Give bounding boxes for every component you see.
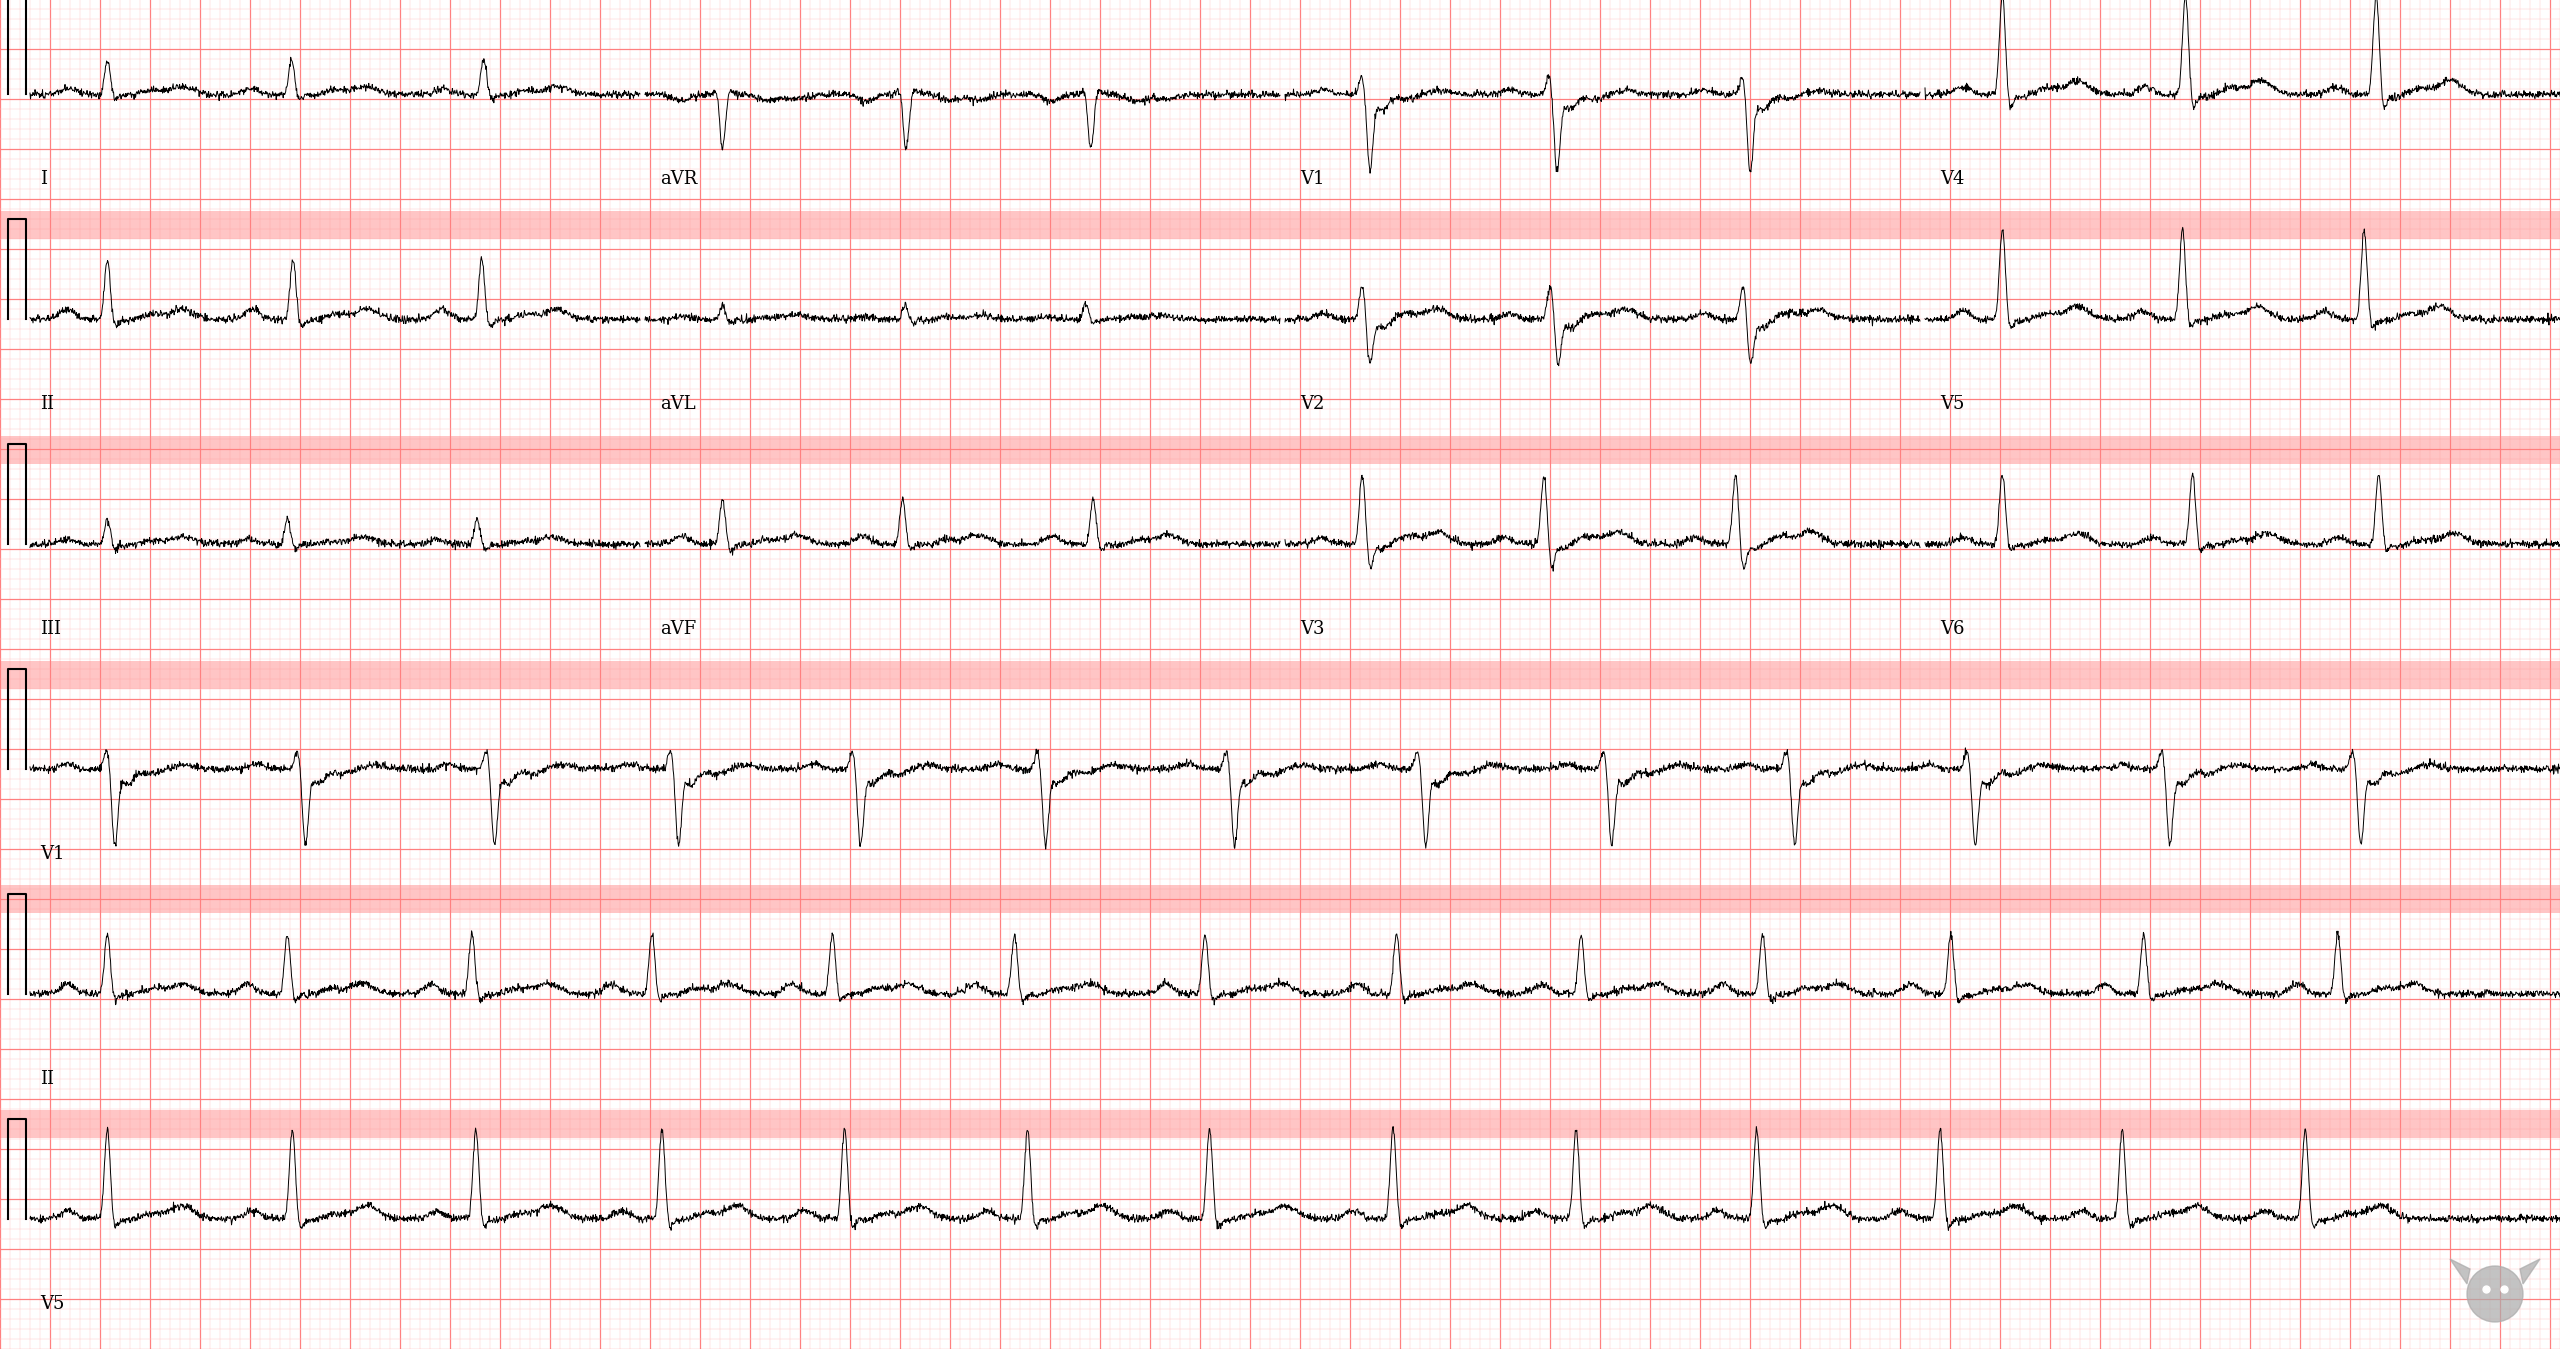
Text: aVR: aVR <box>660 170 696 189</box>
Text: aVL: aVL <box>660 395 696 413</box>
Bar <box>0 210 2560 239</box>
Bar <box>0 1110 2560 1139</box>
Text: II: II <box>41 395 54 413</box>
Text: V5: V5 <box>41 1295 64 1313</box>
Text: V4: V4 <box>1940 170 1964 189</box>
Text: V2: V2 <box>1300 395 1324 413</box>
Text: V1: V1 <box>1300 170 1324 189</box>
Bar <box>0 885 2560 913</box>
Polygon shape <box>2519 1259 2540 1284</box>
Bar <box>0 661 2560 688</box>
Text: aVF: aVF <box>660 621 696 638</box>
Text: II: II <box>41 1070 54 1087</box>
Polygon shape <box>2450 1259 2470 1284</box>
Text: I: I <box>41 170 46 189</box>
Text: V5: V5 <box>1940 395 1964 413</box>
Text: V3: V3 <box>1300 621 1324 638</box>
Text: V1: V1 <box>41 844 64 863</box>
Text: III: III <box>41 621 61 638</box>
Text: V6: V6 <box>1940 621 1964 638</box>
Bar <box>0 436 2560 464</box>
Circle shape <box>2468 1265 2524 1322</box>
